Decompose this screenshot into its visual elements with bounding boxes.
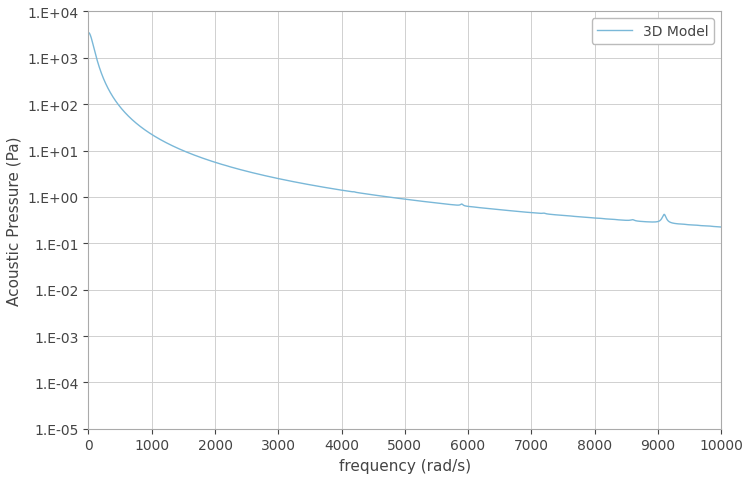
3D Model bbox=[84, 31, 93, 36]
Legend: 3D Model: 3D Model bbox=[592, 19, 714, 45]
3D Model bbox=[644, 219, 652, 225]
Y-axis label: Acoustic Pressure (Pa): Acoustic Pressure (Pa) bbox=[7, 136, 22, 305]
3D Model bbox=[154, 136, 164, 142]
3D Model bbox=[716, 225, 725, 230]
3D Model bbox=[286, 179, 296, 185]
3D Model bbox=[598, 216, 607, 222]
X-axis label: frequency (rad/s): frequency (rad/s) bbox=[339, 458, 471, 473]
Line: 3D Model: 3D Model bbox=[88, 34, 721, 228]
3D Model bbox=[559, 213, 568, 219]
3D Model bbox=[622, 218, 631, 224]
